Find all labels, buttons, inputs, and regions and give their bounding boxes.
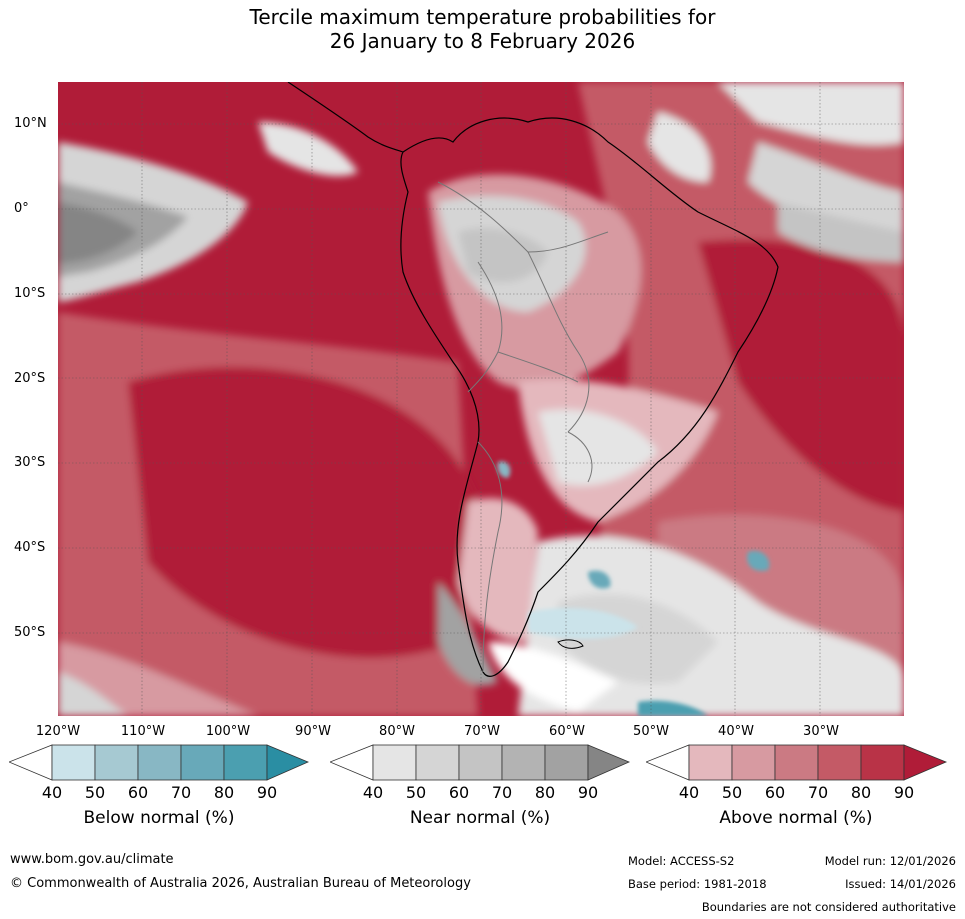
probability-field	[58, 82, 904, 716]
lon-label-70w: 70°W	[464, 724, 500, 739]
above-tick-70: 70	[807, 783, 829, 802]
central-america-coastline	[287, 82, 404, 153]
above-tick-80: 80	[850, 783, 872, 802]
below-tick-90: 90	[256, 783, 278, 802]
colorbar-below-bin-1	[51, 744, 96, 781]
colorbar-near-bin-5	[544, 744, 589, 781]
colorbar-below	[9, 744, 309, 781]
colorbar-near-upper	[587, 744, 630, 781]
copyright-text: © Commonwealth of Australia 2026, Austra…	[10, 876, 471, 891]
below-tick-70: 70	[170, 783, 192, 802]
near-tick-40: 40	[362, 783, 384, 802]
lat-label-10s: 10°S	[14, 286, 46, 301]
base-period: Base period: 1981-2018	[628, 877, 767, 891]
above-normal-label: Above normal (%)	[719, 808, 873, 828]
below-normal-patches	[497, 461, 770, 716]
above-tick-40: 40	[678, 783, 700, 802]
lon-label-120w: 120°W	[35, 724, 81, 739]
lon-label-40w: 40°W	[718, 724, 754, 739]
lat-label-20s: 20°S	[14, 371, 46, 386]
near-normal-label: Near normal (%)	[409, 808, 551, 828]
boundaries-disclaimer: Boundaries are not considered authoritat…	[701, 900, 956, 914]
colorbar-near-bin-1	[372, 744, 417, 781]
near-tick-70: 70	[491, 783, 513, 802]
falklands	[557, 639, 584, 649]
colorbar-above-lower	[646, 744, 690, 781]
colorbar-near-bin-2	[415, 744, 460, 781]
colorbar-near-bin-4	[501, 744, 546, 781]
colorbar-above-bin-5	[860, 744, 905, 781]
colorbar-below-upper	[266, 744, 309, 781]
near-tick-60: 60	[448, 783, 470, 802]
colorbar-above-bin-3	[774, 744, 819, 781]
lat-label-40s: 40°S	[14, 540, 46, 555]
above-tick-60: 60	[764, 783, 786, 802]
chart-title: Tercile maximum temperature probabilitie…	[0, 5, 965, 53]
lat-label-30s: 30°S	[14, 455, 46, 470]
colorbar-below-bin-2	[94, 744, 139, 781]
above-tick-90: 90	[893, 783, 915, 802]
near-tick-90: 90	[577, 783, 599, 802]
lon-label-110w: 110°W	[120, 724, 166, 739]
colorbar-above	[646, 744, 948, 781]
south-america-coastline	[400, 117, 779, 677]
below-normal-label: Below normal (%)	[83, 808, 235, 828]
colorbar-below-bin-4	[180, 744, 225, 781]
above-tick-50: 50	[721, 783, 743, 802]
graticule	[58, 82, 904, 716]
model-run: Model run: 12/01/2026	[824, 854, 956, 868]
colorbar-above-bin-2	[731, 744, 776, 781]
lat-label-10n: 10°N	[14, 116, 47, 131]
below-tick-60: 60	[127, 783, 149, 802]
colorbar-below-bin-3	[137, 744, 182, 781]
lat-label-0: 0°	[14, 201, 29, 216]
lon-label-90w: 90°W	[295, 724, 331, 739]
lon-label-100w: 100°W	[205, 724, 251, 739]
below-tick-50: 50	[84, 783, 106, 802]
country-borders	[437, 181, 609, 673]
title-line-2: 26 January to 8 February 2026	[329, 29, 636, 53]
lon-label-50w: 50°W	[633, 724, 669, 739]
lon-label-60w: 60°W	[549, 724, 585, 739]
lon-label-80w: 80°W	[379, 724, 415, 739]
colorbar-above-bin-1	[688, 744, 733, 781]
colorbar-near	[330, 744, 630, 781]
issued-date: Issued: 14/01/2026	[845, 877, 956, 891]
lat-label-50s: 50°S	[14, 625, 46, 640]
near-tick-80: 80	[534, 783, 556, 802]
below-tick-80: 80	[213, 783, 235, 802]
colorbar-near-bin-3	[458, 744, 503, 781]
below-tick-40: 40	[41, 783, 63, 802]
model-name: Model: ACCESS-S2	[628, 854, 735, 868]
colorbar-below-bin-5	[223, 744, 268, 781]
colorbar-above-upper	[903, 744, 948, 781]
probability-map	[58, 82, 904, 716]
map-graphic	[58, 82, 904, 716]
lon-label-30w: 30°W	[803, 724, 839, 739]
title-line-1: Tercile maximum temperature probabilitie…	[249, 5, 716, 29]
colorbar-near-lower	[330, 744, 374, 781]
colorbar-above-bin-4	[817, 744, 862, 781]
near-tick-50: 50	[405, 783, 427, 802]
colorbar-below-lower	[9, 744, 53, 781]
website-link[interactable]: www.bom.gov.au/climate	[10, 852, 174, 867]
